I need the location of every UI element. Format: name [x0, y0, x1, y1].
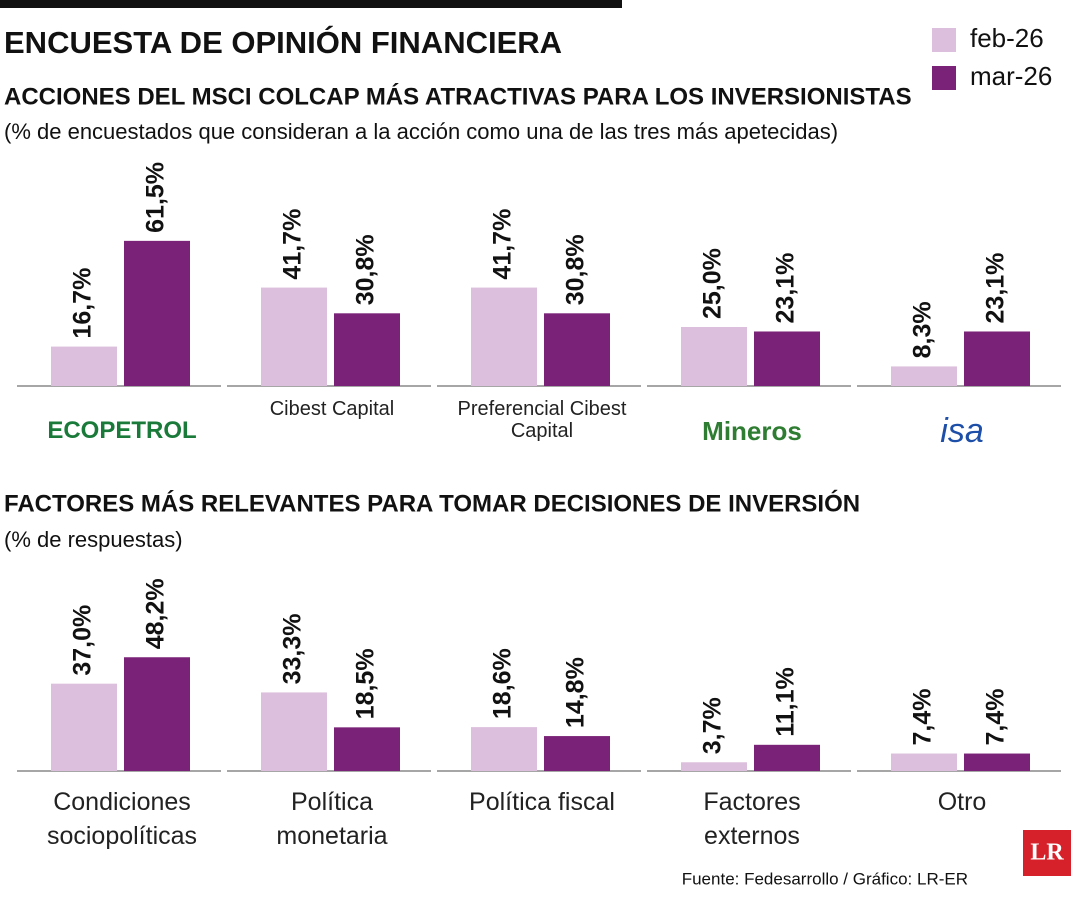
category-label: Condiciones sociopolíticas: [46, 788, 198, 850]
bar: [964, 753, 1030, 771]
category-logo: ECOPETROL: [47, 417, 197, 444]
bar: [891, 366, 957, 386]
value-label: 18,6%: [489, 648, 517, 719]
top-rule: [0, 0, 622, 8]
legend-swatch: [932, 28, 956, 52]
value-label: 30,8%: [352, 234, 380, 305]
category-logo: Preferencial Cibest Capital: [457, 398, 627, 442]
category-logo: Cibest Capital: [269, 398, 395, 420]
category-logo: Mineros: [702, 416, 802, 446]
bar: [754, 744, 820, 771]
bar: [891, 753, 957, 771]
value-label: 30,8%: [562, 234, 590, 305]
value-label: 14,8%: [562, 657, 590, 728]
value-label: 7,4%: [909, 689, 937, 746]
category-label: Política fiscal: [469, 788, 615, 816]
value-label: 61,5%: [142, 162, 170, 233]
chart-subtitle: (% de encuestados que consideran a la ac…: [4, 119, 838, 144]
value-label: 8,3%: [909, 301, 937, 358]
source: Fuente: Fedesarrollo / Gráfico: LR-ER: [682, 869, 968, 888]
bar: [124, 240, 190, 386]
bar: [754, 331, 820, 386]
bar: [51, 683, 117, 771]
value-label: 41,7%: [279, 209, 307, 280]
value-label: 33,3%: [279, 614, 307, 685]
bar: [964, 331, 1030, 386]
bar: [261, 287, 327, 386]
legend-label: mar-26: [970, 61, 1052, 91]
value-label: 7,4%: [982, 689, 1010, 746]
value-label: 18,5%: [352, 648, 380, 719]
value-label: 25,0%: [699, 248, 727, 319]
brand-text: LR: [1030, 840, 1064, 866]
value-label: 37,0%: [69, 605, 97, 676]
bar: [261, 692, 327, 771]
value-label: 48,2%: [142, 578, 170, 649]
bar: [681, 327, 747, 386]
category-label: Política monetaria: [276, 788, 388, 850]
chart-title: ACCIONES DEL MSCI COLCAP MÁS ATRACTIVAS …: [4, 82, 912, 110]
category-logo: isa: [940, 412, 984, 450]
bar: [51, 346, 117, 386]
bar: [334, 727, 400, 771]
value-label: 23,1%: [982, 253, 1010, 324]
bar: [124, 657, 190, 771]
main-title: ENCUESTA DE OPINIÓN FINANCIERA: [4, 24, 562, 60]
category-label: Factores externos: [703, 788, 801, 850]
legend-label: feb-26: [970, 23, 1044, 53]
chart-title: FACTORES MÁS RELEVANTES PARA TOMAR DECIS…: [4, 489, 860, 517]
bar: [334, 313, 400, 386]
bar: [471, 727, 537, 771]
value-label: 16,7%: [69, 268, 97, 339]
chart-subtitle: (% de respuestas): [4, 527, 183, 552]
bar: [544, 736, 610, 771]
bar: [471, 287, 537, 386]
value-label: 11,1%: [772, 667, 800, 737]
legend-swatch: [932, 66, 956, 90]
value-label: 41,7%: [489, 209, 517, 280]
bar: [544, 313, 610, 386]
brand-logo: [1023, 830, 1071, 876]
bar: [681, 762, 747, 771]
value-label: 3,7%: [699, 697, 727, 754]
category-label: Otro: [937, 788, 987, 816]
value-label: 23,1%: [772, 253, 800, 324]
